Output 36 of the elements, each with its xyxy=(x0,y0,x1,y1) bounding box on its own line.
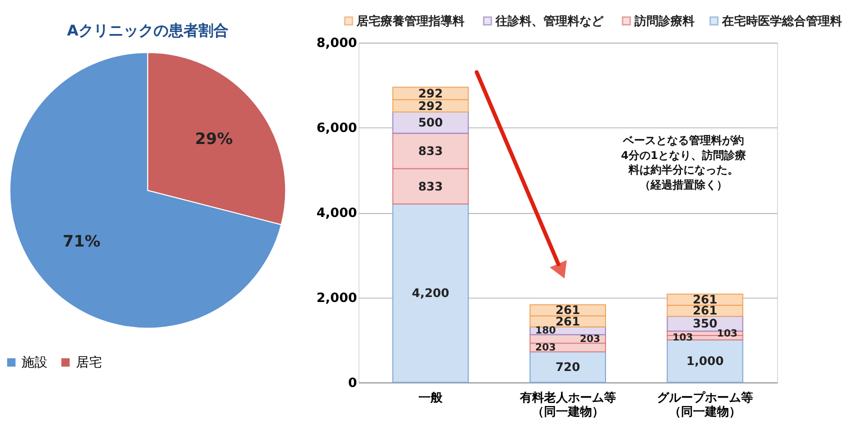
legend-label: 施設 xyxy=(22,355,48,370)
data-label: 292 xyxy=(418,98,443,113)
data-label: 103 xyxy=(716,328,738,340)
x-tick-label: 一般 xyxy=(418,390,444,405)
data-label: 720 xyxy=(555,360,580,374)
data-label: 103 xyxy=(672,332,694,344)
legend-label: 訪問診療料 xyxy=(633,14,694,28)
y-tick-label: 6,000 xyxy=(316,120,358,136)
y-tick-label: 0 xyxy=(348,376,358,391)
y-tick-label: 8,000 xyxy=(316,36,358,52)
data-label: 203 xyxy=(580,334,600,345)
data-label: 180 xyxy=(535,326,556,337)
data-label: 833 xyxy=(418,144,443,158)
legend-label: 在宅時医学総合管理料 xyxy=(720,14,842,28)
data-label: 833 xyxy=(418,179,443,194)
data-label: 292 xyxy=(418,86,443,100)
data-label: 500 xyxy=(418,116,443,130)
data-label: 71% xyxy=(62,232,101,251)
x-tick-label: 有料老人ホーム等（同一建物） xyxy=(518,390,616,418)
bar xyxy=(392,204,469,383)
legend-label: 往診料、管理料など xyxy=(494,14,604,28)
y-tick-label: 2,000 xyxy=(316,290,358,306)
data-label: 4,200 xyxy=(412,286,450,300)
legend-label: 居宅療養管理指導料 xyxy=(356,14,465,28)
pie-slice xyxy=(9,52,282,329)
bar xyxy=(530,351,606,383)
legend-label: 居宅 xyxy=(76,354,102,370)
data-label: 350 xyxy=(692,316,718,331)
annotation: ベースとなる管理料が約4分の1となり、訪問診療料は約半分になった。（経過措置除く） xyxy=(620,134,746,192)
data-label: 1,000 xyxy=(686,354,724,368)
x-tick-label: グループホーム等（同一建物） xyxy=(657,390,754,418)
chart-title: Aクリニックの患者割合 xyxy=(67,22,228,40)
bar xyxy=(666,339,744,383)
y-tick-label: 4,000 xyxy=(316,206,358,221)
data-label: 203 xyxy=(535,342,556,354)
data-label: 29% xyxy=(195,128,233,148)
